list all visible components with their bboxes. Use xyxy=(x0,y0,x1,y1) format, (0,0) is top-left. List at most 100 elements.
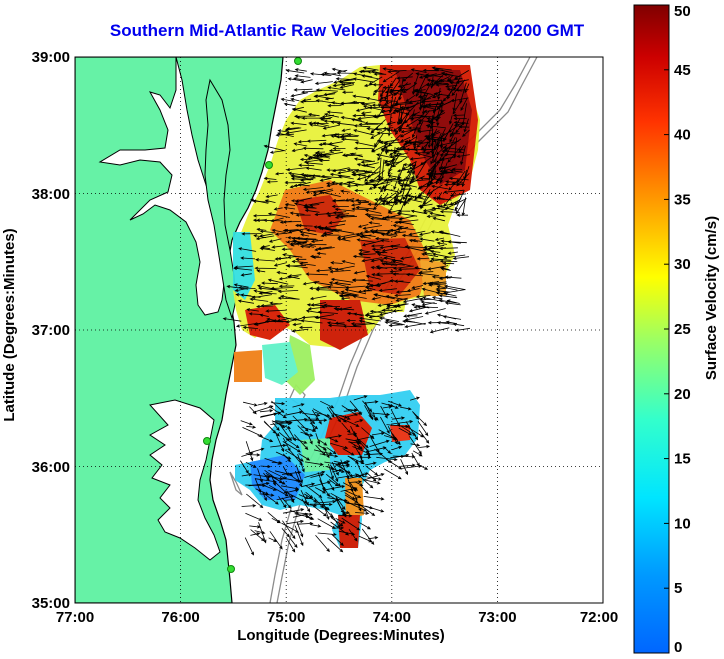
velocity-vector xyxy=(359,453,364,465)
velocity-vector xyxy=(246,308,259,312)
velocity-vector xyxy=(346,184,357,188)
velocity-vector xyxy=(315,314,335,319)
velocity-vector xyxy=(295,257,307,262)
velocity-vector xyxy=(439,152,449,162)
velocity-vector xyxy=(334,207,355,212)
velocity-vector xyxy=(452,99,463,115)
velocity-vector xyxy=(290,97,300,102)
velocity-vector xyxy=(442,133,448,142)
velocity-vector xyxy=(449,169,463,173)
velocity-vector xyxy=(370,170,385,183)
velocity-vector xyxy=(365,286,376,291)
velocity-vector xyxy=(396,226,409,231)
velocity-vector xyxy=(286,264,307,268)
velocity-vector xyxy=(342,482,359,491)
velocity-field-south-green xyxy=(300,438,330,472)
velocity-vector xyxy=(398,104,407,123)
velocity-vector xyxy=(460,97,468,112)
velocity-vector xyxy=(408,306,429,313)
velocity-vector xyxy=(329,172,351,178)
velocity-vector xyxy=(298,407,316,425)
velocity-vector xyxy=(375,265,388,269)
velocity-vector xyxy=(325,473,342,487)
velocity-vector xyxy=(222,317,242,322)
colorbar-gradient xyxy=(633,4,670,654)
velocity-vector xyxy=(383,446,392,454)
velocity-vector xyxy=(385,191,402,205)
velocity-vector xyxy=(257,468,263,483)
velocity-vector xyxy=(373,72,387,76)
velocity-vector xyxy=(353,129,375,136)
velocity-vector xyxy=(460,145,466,166)
velocity-vector xyxy=(399,127,419,138)
velocity-vector xyxy=(364,452,384,456)
velocity-vector xyxy=(300,490,309,506)
velocity-vector xyxy=(259,493,275,497)
velocity-vector xyxy=(455,197,467,215)
velocity-vector xyxy=(247,453,261,457)
velocity-vector xyxy=(371,297,381,301)
velocity-vector xyxy=(287,472,300,483)
velocity-vector xyxy=(275,433,285,453)
colorbar-tick-label: 30 xyxy=(674,256,691,273)
velocity-vector xyxy=(243,401,258,407)
velocity-vector xyxy=(412,411,419,420)
y-tick-label: 38:00 xyxy=(32,186,70,203)
velocity-vector xyxy=(305,461,324,466)
velocity-vector xyxy=(360,485,369,495)
velocity-vector xyxy=(348,441,361,445)
velocity-vector xyxy=(421,302,435,307)
velocity-vector xyxy=(392,224,404,228)
velocity-vector xyxy=(301,315,316,320)
velocity-vector xyxy=(256,284,280,291)
velocity-vector xyxy=(399,112,410,133)
velocity-vector xyxy=(339,80,355,85)
velocity-vector xyxy=(430,249,441,254)
delmarva-shore xyxy=(204,78,237,320)
velocity-vector xyxy=(300,426,317,432)
velocity-vector xyxy=(449,115,453,125)
velocity-vector xyxy=(271,420,292,429)
velocity-vector xyxy=(323,303,333,307)
velocity-vector xyxy=(352,114,365,118)
velocity-vector xyxy=(426,130,440,138)
velocity-vector xyxy=(364,313,385,318)
velocity-vector xyxy=(364,165,381,182)
velocity-vector xyxy=(404,114,413,124)
velocity-vector xyxy=(431,66,452,71)
x-tick-label: 74:00 xyxy=(373,609,411,626)
velocity-vector xyxy=(435,287,447,291)
velocity-vector xyxy=(379,244,401,250)
velocity-vector xyxy=(293,114,316,119)
velocity-vector xyxy=(417,464,429,470)
velocity-vector xyxy=(370,257,388,263)
velocity-vector xyxy=(289,450,303,466)
velocity-vector xyxy=(309,422,319,430)
velocity-vector xyxy=(281,497,292,509)
velocity-vector xyxy=(284,181,306,185)
velocity-vector xyxy=(441,71,454,76)
colorbar-tick-label: 5 xyxy=(674,580,682,597)
velocity-vector xyxy=(328,220,347,225)
colorbar-tick-label: 25 xyxy=(674,321,691,338)
velocity-vector xyxy=(326,110,343,114)
colorbar-tick-label: 40 xyxy=(674,127,691,144)
velocity-vector xyxy=(238,247,257,252)
velocity-vector xyxy=(286,438,300,449)
velocity-vector xyxy=(370,217,390,221)
velocity-vector xyxy=(235,323,257,328)
velocity-vector xyxy=(264,199,276,203)
velocity-vector xyxy=(402,72,414,82)
velocity-vector xyxy=(357,173,369,178)
velocity-vector xyxy=(357,521,371,530)
velocity-vector xyxy=(461,197,466,217)
velocity-vector xyxy=(426,181,438,187)
velocity-vector xyxy=(299,262,316,266)
velocity-vector xyxy=(417,177,437,190)
velocity-vector xyxy=(377,140,388,162)
radar-site-marker xyxy=(265,161,273,169)
velocity-vector xyxy=(400,463,416,468)
velocity-vector xyxy=(377,186,398,193)
velocity-vector xyxy=(304,418,328,422)
velocity-vector xyxy=(414,192,423,201)
